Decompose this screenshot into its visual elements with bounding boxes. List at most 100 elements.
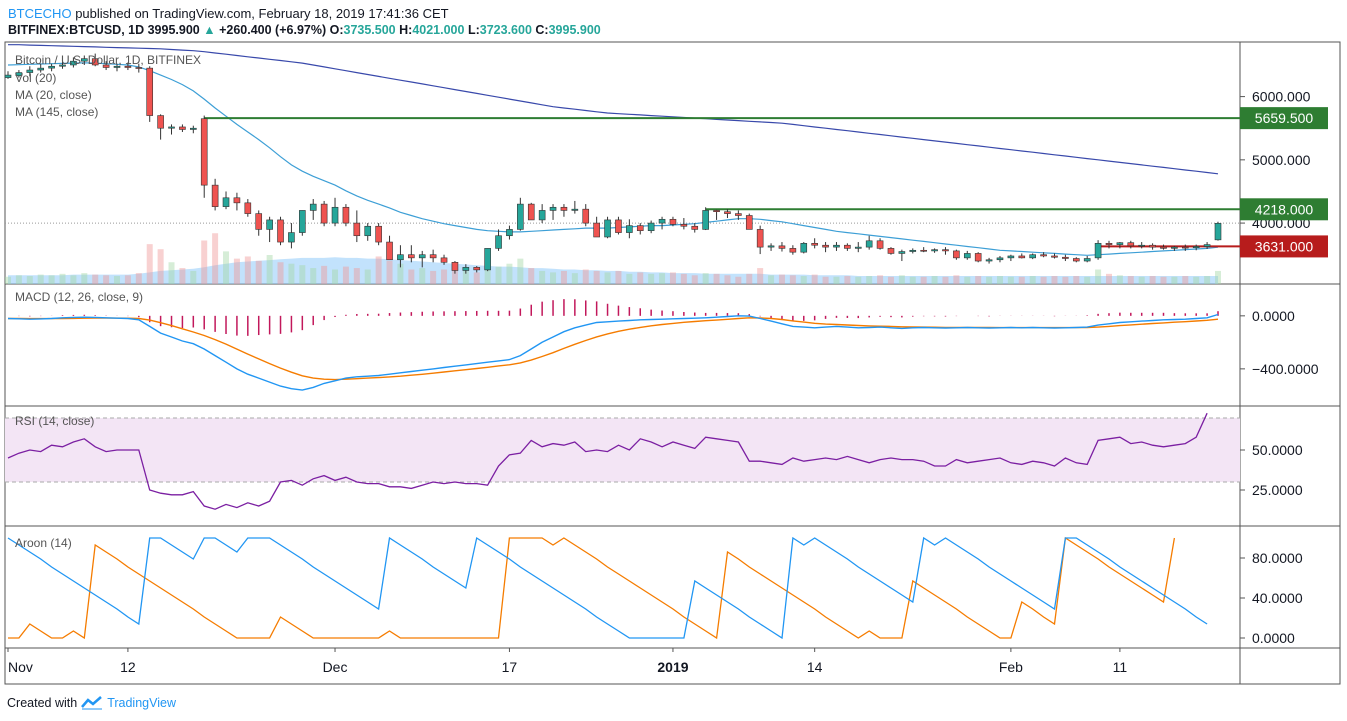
volume-bar bbox=[321, 265, 328, 284]
chart-frame bbox=[4, 41, 1341, 685]
volume-bar bbox=[375, 256, 382, 284]
volume-bar bbox=[146, 244, 153, 284]
volume-bar bbox=[332, 269, 339, 284]
volume-bar bbox=[539, 270, 546, 284]
candle-body bbox=[756, 229, 764, 248]
date-tick-label: Dec bbox=[323, 659, 348, 675]
candle-body bbox=[70, 60, 77, 66]
candle-body bbox=[887, 248, 895, 254]
volume-bar bbox=[81, 273, 88, 284]
candle-body bbox=[1116, 242, 1124, 245]
volume-bar bbox=[1160, 276, 1167, 284]
candle-body bbox=[647, 222, 655, 231]
volume-bar bbox=[5, 276, 11, 284]
candle-body bbox=[1072, 258, 1080, 262]
candle-body bbox=[484, 248, 491, 271]
rsi-tick-label: 50.0000 bbox=[1252, 442, 1303, 458]
up-arrow-icon: ▲ bbox=[203, 23, 216, 37]
date-tick-label: Nov bbox=[8, 659, 33, 675]
volume-bar bbox=[114, 276, 121, 284]
price-tag-bg bbox=[1240, 107, 1328, 130]
volume-bar bbox=[986, 276, 993, 284]
candle-body bbox=[222, 197, 230, 207]
candle-body bbox=[615, 219, 622, 233]
volume-bar bbox=[233, 258, 240, 284]
volume-bar bbox=[157, 249, 164, 284]
volume-bar bbox=[1204, 276, 1211, 284]
tradingview-link[interactable]: TradingView bbox=[107, 696, 176, 710]
candle-body bbox=[506, 229, 513, 237]
candle-body bbox=[37, 67, 45, 71]
chart-canvas[interactable]: 4000.0005000.0006000.0005659.5004218.000… bbox=[0, 40, 1347, 685]
date-tick-label: 11 bbox=[1113, 659, 1128, 675]
candle-body bbox=[277, 219, 284, 243]
candle-body bbox=[1149, 244, 1156, 248]
candle-body bbox=[680, 224, 688, 227]
volume-bar bbox=[637, 272, 644, 284]
volume-bar bbox=[244, 256, 251, 284]
candle-body bbox=[48, 65, 55, 69]
volume-ma-area bbox=[8, 257, 1218, 284]
publish-info: published on TradingView.com, February 1… bbox=[75, 6, 449, 21]
candle-body bbox=[1171, 246, 1178, 249]
volume-bar bbox=[931, 276, 938, 284]
candle-body bbox=[920, 249, 927, 252]
volume-bar bbox=[419, 268, 426, 284]
candle-body bbox=[669, 218, 677, 225]
candle-body bbox=[658, 218, 666, 224]
candle-body bbox=[157, 115, 164, 129]
volume-bar bbox=[560, 270, 567, 284]
ohlc-open: O:3735.500 bbox=[329, 23, 396, 37]
volume-bar bbox=[266, 255, 273, 284]
volume-bar bbox=[822, 276, 829, 284]
candle-body bbox=[59, 64, 66, 67]
candle-body bbox=[953, 250, 960, 259]
volume-bar bbox=[866, 276, 873, 284]
volume-bar bbox=[724, 275, 731, 284]
ma145-line bbox=[8, 44, 1219, 175]
candle-body bbox=[1127, 242, 1135, 247]
volume-bar bbox=[528, 268, 535, 284]
candle-body bbox=[4, 74, 12, 78]
main-legend-item: Vol (20) bbox=[15, 71, 56, 85]
candle-body bbox=[735, 213, 742, 216]
main-panel-title: Bitcoin / U.S. Dollar, 1D, BITFINEX bbox=[15, 53, 201, 67]
publish-line: BTCECHO published on TradingView.com, Fe… bbox=[8, 5, 601, 22]
candle-body bbox=[582, 208, 590, 224]
candle-body bbox=[854, 246, 862, 249]
volume-bar bbox=[833, 276, 840, 284]
volume-bar bbox=[451, 265, 458, 284]
candle-body bbox=[909, 249, 917, 252]
candle-body bbox=[124, 65, 132, 68]
price-level-tag: 4218.000 bbox=[1240, 198, 1328, 221]
candle-body bbox=[702, 210, 709, 230]
volume-bar bbox=[942, 276, 949, 284]
candle-body bbox=[353, 222, 361, 237]
volume-bar bbox=[223, 251, 230, 284]
candle-body bbox=[844, 244, 851, 249]
candle-body bbox=[822, 244, 829, 248]
candle-body bbox=[517, 203, 524, 230]
candle-body bbox=[865, 240, 873, 248]
volume-bar bbox=[1029, 276, 1036, 284]
volume-bar bbox=[1095, 269, 1102, 284]
candle-body bbox=[462, 267, 470, 271]
author-link[interactable]: BTCECHO bbox=[8, 6, 72, 21]
volume-bar bbox=[397, 263, 404, 284]
volume-bar bbox=[844, 276, 851, 284]
candle-body bbox=[800, 243, 808, 253]
volume-bar bbox=[789, 275, 796, 284]
volume-bar bbox=[103, 275, 110, 284]
candle-body bbox=[309, 203, 317, 211]
volume-bar bbox=[1105, 273, 1112, 284]
volume-bar bbox=[964, 276, 971, 284]
main-legend-item: MA (145, close) bbox=[15, 105, 98, 119]
aroon-up-line bbox=[8, 536, 1176, 640]
ma20-line bbox=[7, 62, 1219, 256]
candle-body bbox=[626, 225, 633, 233]
candle-body bbox=[604, 219, 611, 238]
candle-body bbox=[255, 213, 263, 230]
candle-body bbox=[963, 253, 971, 259]
candle-body bbox=[200, 118, 208, 186]
volume-bar bbox=[953, 275, 960, 284]
